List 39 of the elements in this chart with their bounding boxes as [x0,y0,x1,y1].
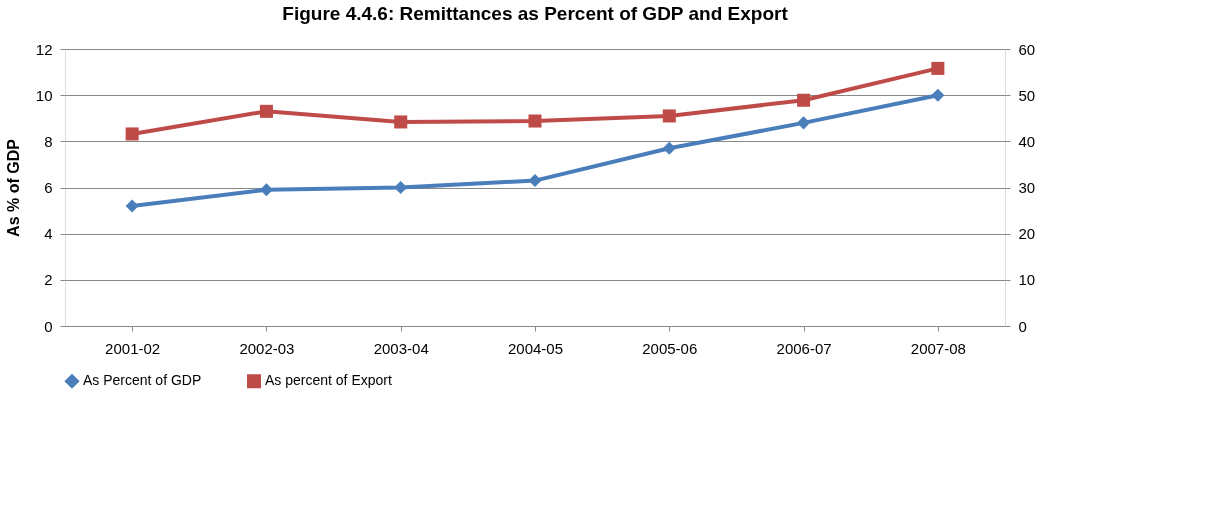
x-tick-label: 2002-03 [239,339,295,357]
point [931,88,945,102]
point [662,109,676,123]
y-tick-label: 12 [35,40,53,58]
point [528,174,542,188]
y2-tick-label: 20 [1018,225,1036,243]
x-tick-label: 2007-08 [910,339,966,357]
y-tick-label: 2 [44,271,53,289]
point [394,115,408,129]
point [125,127,139,141]
x-tick-label: 2004-05 [507,339,564,357]
x-tick-label: 2005-06 [642,339,698,357]
y-tick-label: 8 [44,132,53,150]
chart-title: Figure 4.4.6: Remittances as Percent of GDP and Export [282,3,789,24]
legend-label: As Percent of GDP [83,372,202,389]
y-axis-title: As % of GDP [4,138,22,237]
point [259,104,273,118]
point [259,183,273,197]
point [528,114,542,128]
y2-tick-label: 60 [1018,40,1036,58]
y-tick-label: 10 [35,86,53,104]
y-tick-label: 4 [44,225,53,243]
point [797,116,811,130]
y2-tick-label: 40 [1018,132,1036,150]
y2-tick-label: 0 [1018,317,1027,335]
y2-tick-label: 10 [1018,271,1036,289]
y-tick-label: 0 [44,317,53,335]
point [931,61,945,75]
y2-tick-label: 50 [1018,86,1036,104]
point [125,199,139,213]
point [394,180,408,195]
point [662,141,676,155]
x-tick-label: 2001-02 [105,339,161,357]
x-tick-label: 2006-07 [776,339,832,357]
y2-tick-label: 30 [1018,179,1036,196]
x-tick-label: 2003-04 [373,339,429,357]
legend-label: As percent of Export [265,372,392,389]
point [797,93,811,107]
y-tick-label: 6 [44,179,53,196]
